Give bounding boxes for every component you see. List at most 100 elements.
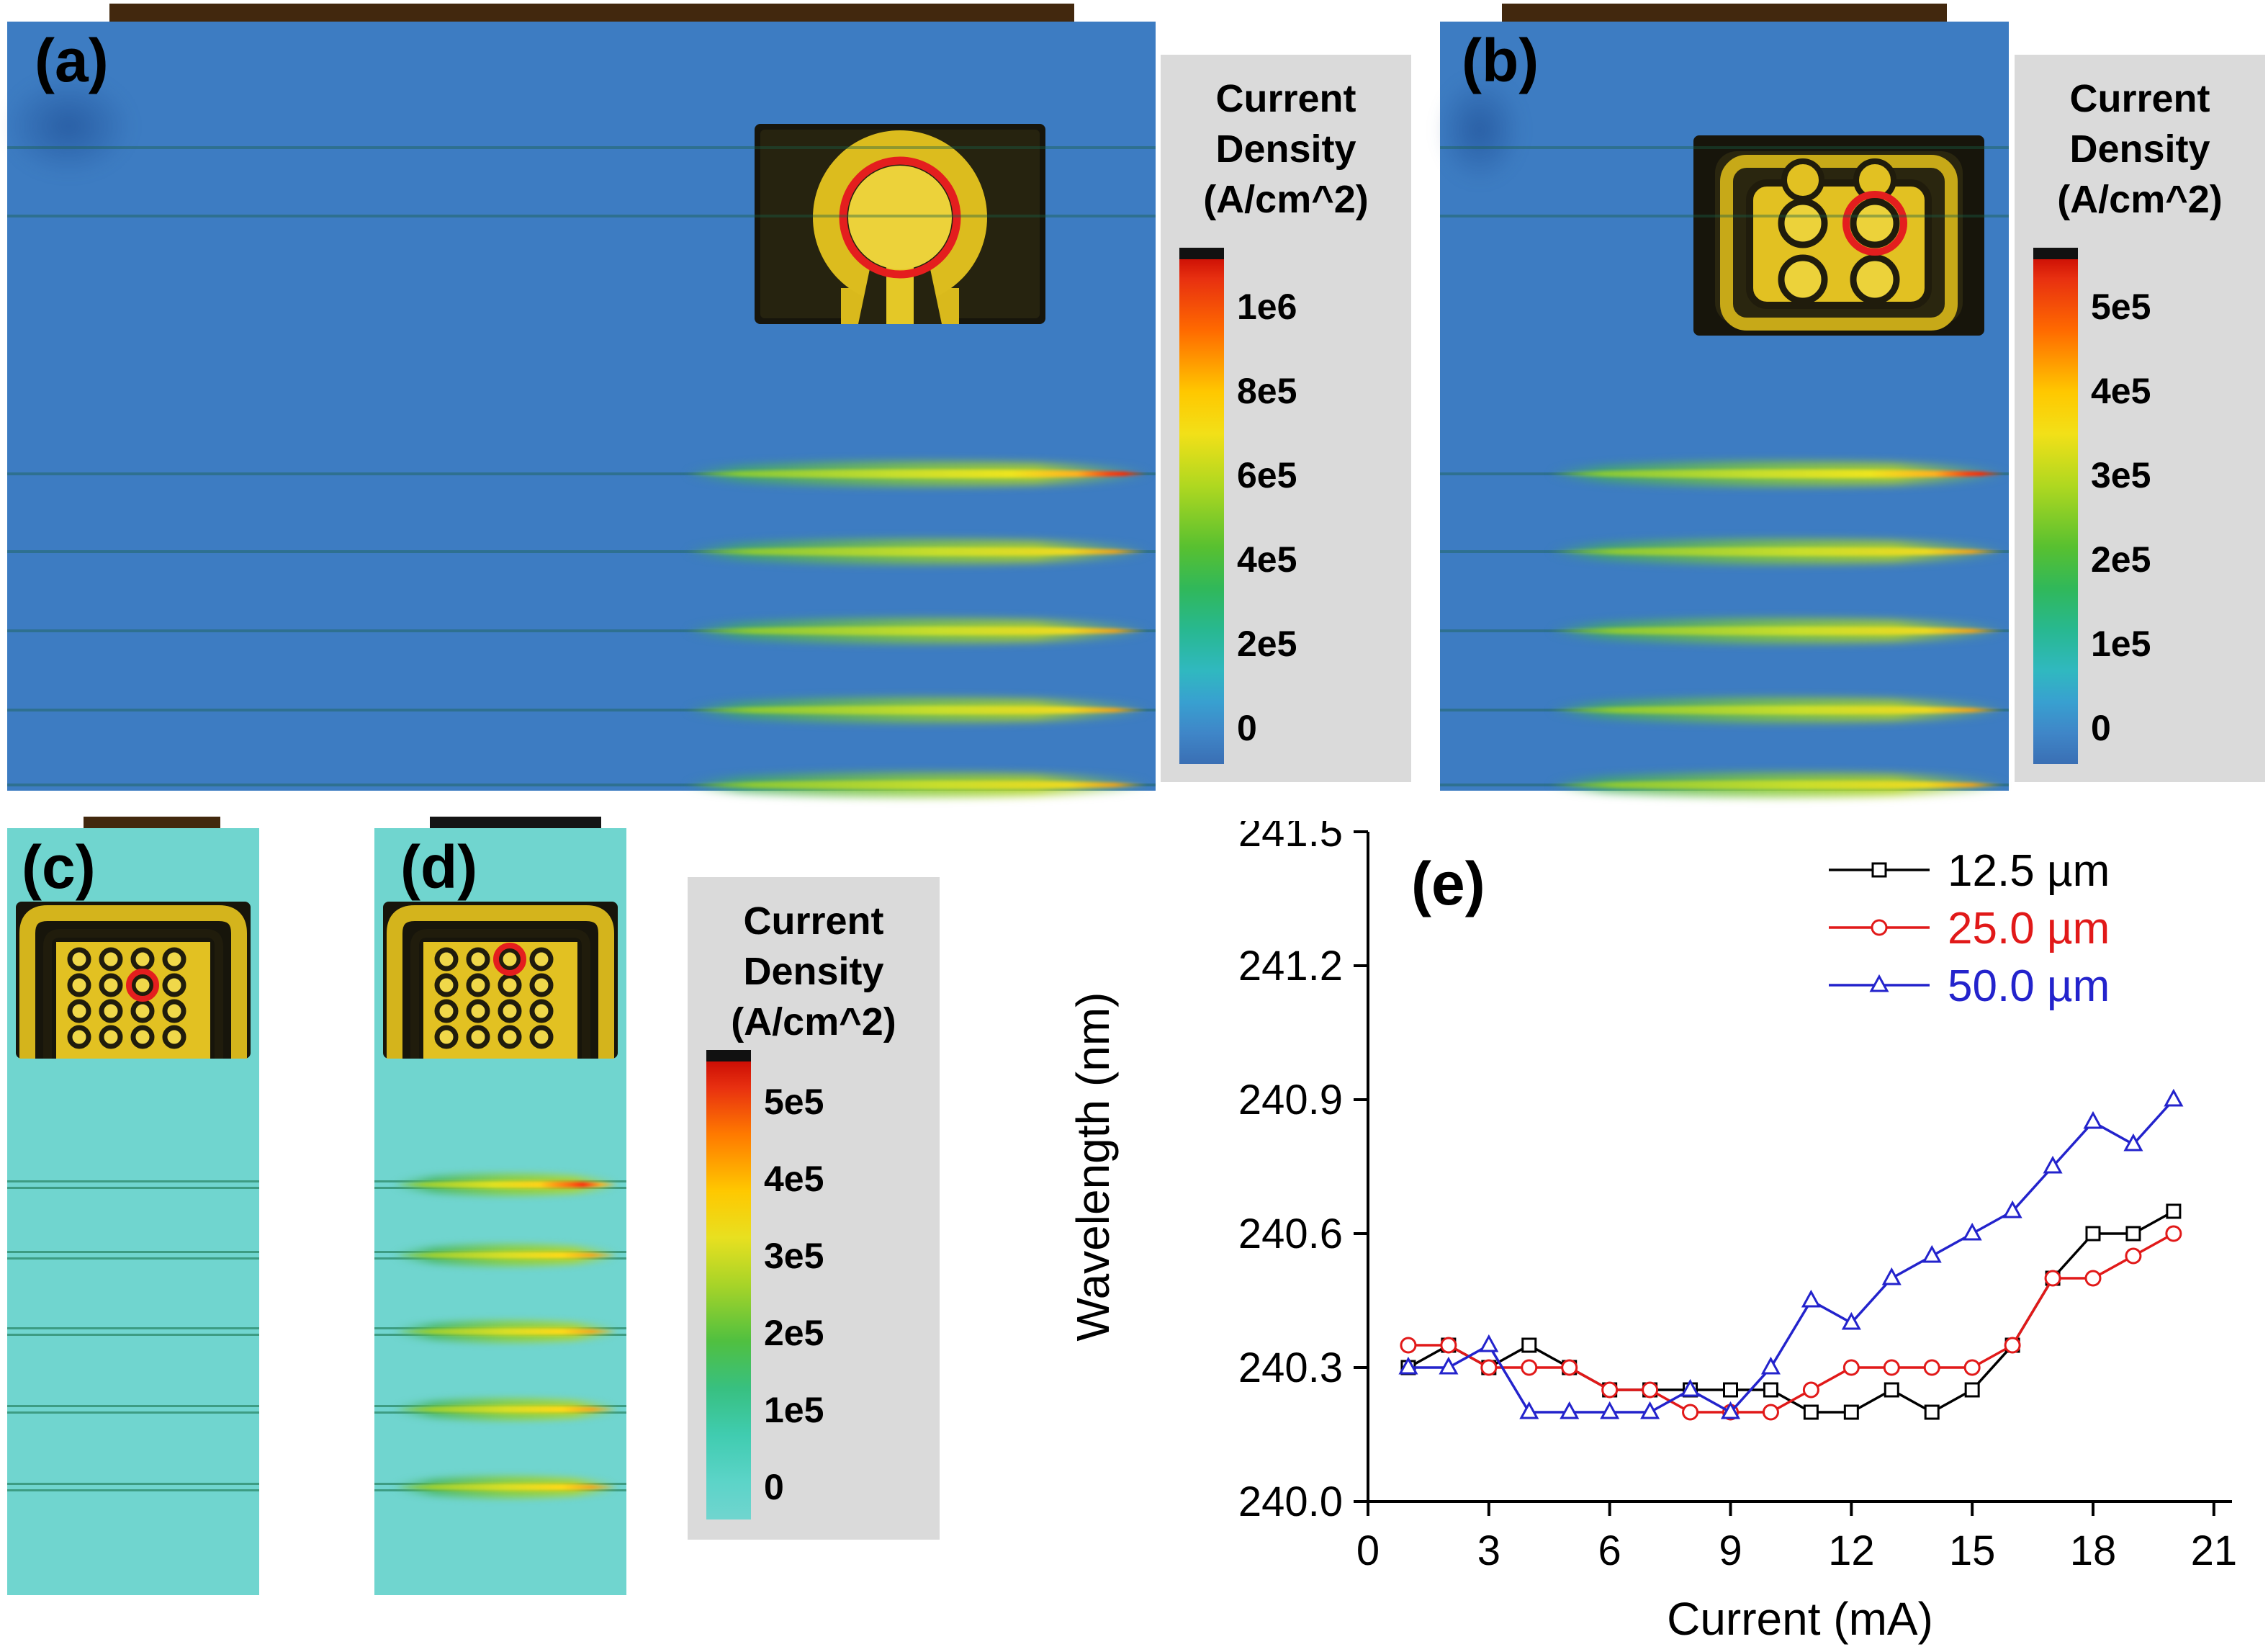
current-streak — [1548, 706, 2009, 714]
current-streak — [1548, 547, 2009, 556]
top-contact-bar-c — [84, 817, 220, 829]
colorbar-b: Current Density (A/cm^2) 5e5 4e5 3e5 2e5… — [2015, 55, 2265, 782]
svg-text:15: 15 — [1949, 1527, 1996, 1574]
svg-text:240.9: 240.9 — [1238, 1077, 1343, 1123]
low-density-blob-b — [1436, 76, 1523, 184]
ridge-line — [7, 1411, 259, 1414]
ridge-line — [7, 215, 1156, 217]
colorbar-tick: 0 — [1237, 708, 1257, 748]
aperture — [1778, 198, 1828, 248]
aperture — [434, 999, 459, 1023]
current-streak — [392, 1181, 619, 1188]
aperture — [466, 947, 490, 971]
ridge-line — [7, 1180, 259, 1182]
colorbar-tick: 6e5 — [1237, 455, 1297, 495]
svg-text:241.2: 241.2 — [1238, 943, 1343, 989]
device-micrograph-a — [755, 124, 1045, 324]
ridge-line — [7, 1334, 259, 1336]
aperture-marker-red-ring — [493, 943, 526, 976]
svg-text:Wavelength (nm): Wavelength (nm) — [1067, 992, 1119, 1342]
svg-text:0: 0 — [1356, 1527, 1380, 1574]
ridge-line — [7, 146, 1156, 149]
current-streak — [684, 470, 1152, 478]
aperture — [67, 999, 91, 1023]
colorbar-title-line: Density — [1215, 127, 1356, 171]
ridge-line — [7, 629, 1156, 632]
aperture — [434, 1025, 459, 1049]
ridge-line — [7, 472, 1156, 475]
aperture — [498, 973, 522, 997]
colorbar-title-line: Density — [743, 950, 884, 994]
ridge-line — [1440, 146, 2009, 149]
ridge-line — [7, 1405, 259, 1407]
aperture — [99, 999, 123, 1023]
svg-text:18: 18 — [2070, 1527, 2117, 1574]
svg-text:3: 3 — [1477, 1527, 1500, 1574]
ridge-line — [7, 784, 1156, 786]
svg-text:12: 12 — [1828, 1527, 1875, 1574]
svg-text:12.5 µm: 12.5 µm — [1948, 846, 2110, 896]
aperture-marker-red-ring — [839, 156, 961, 279]
aperture — [466, 1025, 490, 1049]
colorbar-title: Current Density (A/cm^2) — [688, 877, 940, 1048]
current-streak — [684, 547, 1152, 556]
svg-text:6: 6 — [1598, 1527, 1621, 1574]
outer-metal-frame — [1720, 155, 1958, 331]
aperture — [529, 947, 554, 971]
aperture — [99, 947, 123, 971]
colorbar-title: Current Density (A/cm^2) — [2015, 55, 2265, 225]
ridge-line — [7, 1327, 259, 1329]
aperture — [529, 1025, 554, 1049]
aperture — [1778, 254, 1828, 305]
aperture — [529, 973, 554, 997]
colorbar-tick: 8e5 — [1237, 371, 1297, 411]
colorbar-cap — [706, 1050, 751, 1061]
ridge-line — [7, 550, 1156, 553]
contact-pad — [1750, 183, 1928, 305]
svg-text:9: 9 — [1719, 1527, 1742, 1574]
current-streak — [392, 1328, 619, 1335]
colorbar-gradient — [1179, 248, 1224, 764]
device-micrograph-c — [16, 902, 251, 1059]
svg-text:241.5: 241.5 — [1238, 821, 1343, 856]
colorbar-tick: 5e5 — [764, 1082, 824, 1122]
ridge-line — [7, 1257, 259, 1260]
top-contact-bar-d — [430, 817, 601, 829]
aperture — [498, 999, 522, 1023]
colorbar-title-line: Current — [743, 899, 884, 943]
ridge-line — [7, 709, 1156, 711]
device-micrograph-d — [383, 902, 618, 1059]
aperture — [162, 1025, 186, 1049]
aperture — [130, 947, 155, 971]
colorbar-tick: 4e5 — [764, 1159, 824, 1199]
mesa — [848, 166, 952, 269]
aperture — [162, 999, 186, 1023]
current-streak — [392, 1483, 619, 1491]
aperture — [466, 973, 490, 997]
current-streak — [1548, 627, 2009, 635]
aperture — [498, 1025, 522, 1049]
ridge-line — [7, 1483, 259, 1485]
aperture — [466, 999, 490, 1023]
svg-text:240.3: 240.3 — [1238, 1345, 1343, 1391]
outer-metal-frame — [19, 905, 247, 1059]
colorbar-title-line: Current — [2069, 77, 2210, 120]
colorbar-tick: 1e5 — [764, 1390, 824, 1430]
current-streak — [392, 1406, 619, 1413]
aperture — [67, 973, 91, 997]
svg-text:240.0: 240.0 — [1238, 1478, 1343, 1525]
panel-label-b: (b) — [1462, 27, 1539, 94]
aperture — [130, 973, 155, 997]
svg-text:240.6: 240.6 — [1238, 1211, 1343, 1257]
aperture — [99, 1025, 123, 1049]
device-micrograph-b — [1693, 135, 1984, 336]
aperture — [1850, 198, 1900, 248]
svg-text:25.0 µm: 25.0 µm — [1948, 904, 2110, 953]
low-density-blob-a — [4, 76, 133, 176]
colorbar-title: Current Density (A/cm^2) — [1161, 55, 1411, 225]
current-streak — [392, 1252, 619, 1259]
current-streak — [1548, 781, 2009, 789]
panel-label-d: (d) — [400, 833, 478, 901]
colorbar-tick: 4e5 — [2091, 371, 2151, 411]
